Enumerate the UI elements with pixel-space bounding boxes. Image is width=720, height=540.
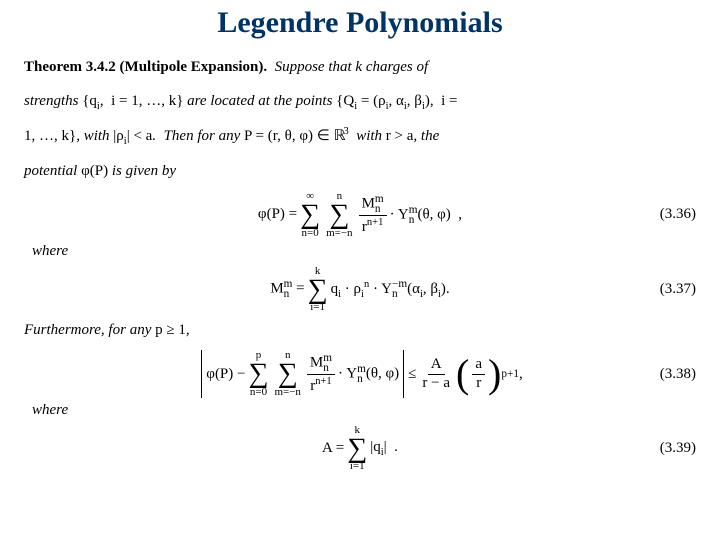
theorem-line-4: potential φ(P) is given by: [24, 158, 696, 186]
theorem-line-1: Theorem 3.4.2 (Multipole Expansion). Sup…: [24, 54, 696, 82]
equation-3-38: φ(P) − p ∑ n=0 n ∑ m=−n Mmn rn+1: [24, 350, 696, 397]
sigma-icon: ∑: [300, 202, 320, 227]
sum-icon: ∞ ∑ n=0: [300, 191, 320, 238]
frac-den: r − a: [419, 375, 453, 392]
equation-3-39: A = k ∑ i=1 |qi| . (3.39): [24, 425, 696, 472]
frac-num: a: [472, 357, 485, 375]
sum-icon: n ∑ m=−n: [274, 350, 300, 397]
frac-num: Mmn: [307, 353, 335, 375]
eq-tail: |qi| .: [370, 439, 398, 458]
eq-body: Mmn = k ∑ i=1 qi · ρin · Y−mn(αi, βi).: [84, 266, 636, 313]
equation-number: (3.38): [636, 366, 696, 383]
sum-icon: p ∑ n=0: [248, 350, 268, 397]
equation-3-37: Mmn = k ∑ i=1 qi · ρin · Y−mn(αi, βi). (…: [24, 266, 696, 313]
where-label: where: [32, 402, 696, 419]
eq-body: A = k ∑ i=1 |qi| .: [84, 425, 636, 472]
eq-lhs: φ(P) =: [258, 206, 297, 223]
sum-icon: k ∑ i=1: [347, 425, 367, 472]
sigma-icon: ∑: [308, 277, 328, 302]
theorem-l1-tail: Suppose that k charges of: [267, 59, 428, 75]
theorem-line-3: 1, …, k}, with |ρi| < a. Then for any P …: [24, 122, 696, 151]
eq-tail: · Ymn(θ, φ) ,: [390, 205, 462, 225]
sigma-icon: ∑: [248, 361, 268, 386]
leq-symbol: ≤: [408, 366, 416, 383]
equation-3-36: φ(P) = ∞ ∑ n=0 n ∑ m=−n Mmn rn+1 · Ymn(θ…: [24, 191, 696, 238]
sum-bot: n=0: [302, 228, 319, 239]
sigma-icon: ∑: [347, 436, 367, 461]
eq-body: φ(P) − p ∑ n=0 n ∑ m=−n Mmn rn+1: [84, 350, 636, 397]
theorem-head: Theorem 3.4.2 (Multipole Expansion).: [24, 59, 267, 75]
eq-body: φ(P) = ∞ ∑ n=0 n ∑ m=−n Mmn rn+1 · Ymn(θ…: [84, 191, 636, 238]
page-root: Legendre Polynomials Theorem 3.4.2 (Mult…: [0, 0, 720, 540]
eq-tail: qi · ρin · Y−mn(αi, βi).: [331, 279, 450, 300]
fraction: a r: [472, 357, 485, 392]
frac-den: rn+1: [359, 216, 386, 236]
eq-tail: ,: [519, 366, 523, 383]
sum-bot: m=−n: [326, 228, 352, 239]
eq-lhs: Mmn =: [270, 279, 304, 299]
furthermore-line: Furthermore, for any p ≥ 1,: [24, 317, 696, 345]
page-title: Legendre Polynomials: [24, 6, 696, 40]
eq-inner-tail: · Ymn(θ, φ): [338, 364, 399, 384]
exponent: p+1: [501, 368, 519, 380]
frac-den: rn+1: [307, 375, 334, 395]
sigma-icon: ∑: [278, 361, 298, 386]
where-label: where: [32, 243, 696, 260]
frac-den: r: [473, 375, 484, 392]
theorem-line-2: strengths {qi, i = 1, …, k} are located …: [24, 88, 696, 116]
sum-bot: i=1: [350, 461, 365, 472]
equation-number: (3.37): [636, 281, 696, 298]
fraction: Mmn rn+1: [359, 194, 387, 236]
sum-bot: m=−n: [274, 387, 300, 398]
sum-bot: i=1: [310, 302, 325, 313]
big-paren: ( a r ): [456, 357, 501, 392]
sigma-icon: ∑: [329, 202, 349, 227]
frac-num: A: [428, 357, 445, 375]
eq-lhs: φ(P) −: [206, 366, 245, 383]
sum-icon: n ∑ m=−n: [326, 191, 352, 238]
fraction: A r − a: [419, 357, 453, 392]
fraction: Mmn rn+1: [307, 353, 335, 395]
paren-left-icon: (: [456, 357, 469, 392]
equation-number: (3.36): [636, 206, 696, 223]
frac-num: Mmn: [359, 194, 387, 216]
paren-right-icon: ): [488, 357, 501, 392]
equation-number: (3.39): [636, 440, 696, 457]
abs-bars: φ(P) − p ∑ n=0 n ∑ m=−n Mmn rn+1: [197, 350, 408, 397]
sum-icon: k ∑ i=1: [308, 266, 328, 313]
eq-lhs: A =: [322, 440, 344, 457]
sum-bot: n=0: [250, 387, 267, 398]
